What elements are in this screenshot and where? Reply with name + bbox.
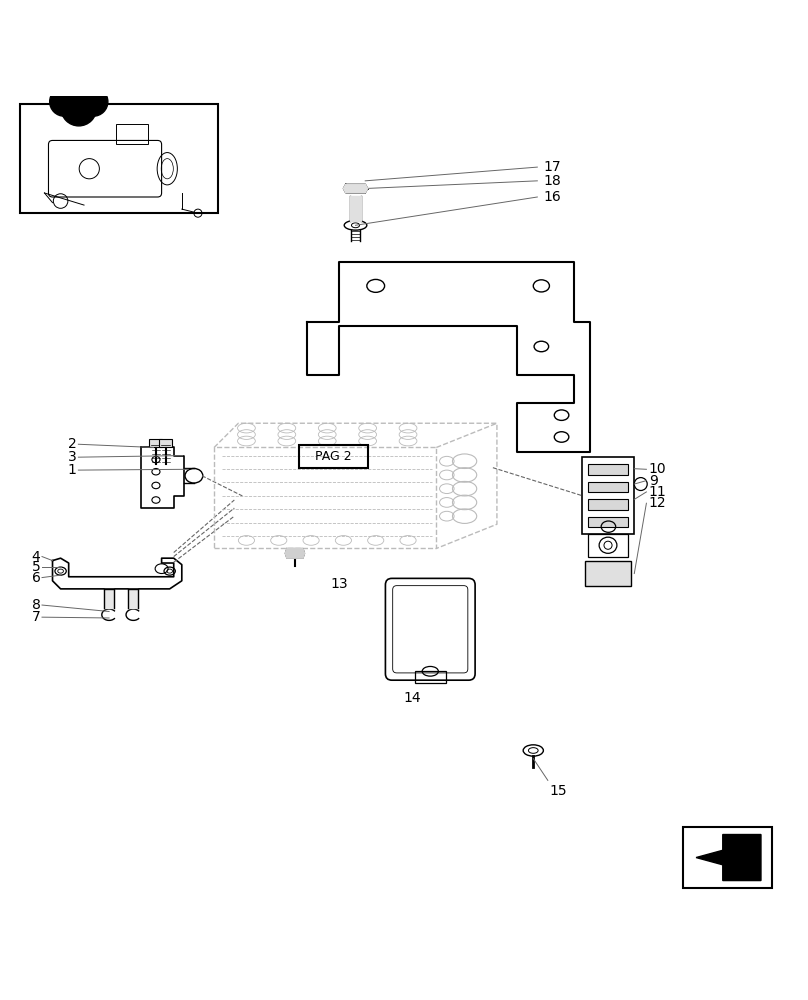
Circle shape bbox=[61, 90, 97, 126]
Circle shape bbox=[66, 46, 90, 70]
Circle shape bbox=[74, 73, 100, 98]
Text: 8: 8 bbox=[32, 598, 40, 612]
Polygon shape bbox=[343, 184, 368, 193]
Text: 15: 15 bbox=[549, 784, 567, 798]
Text: 11: 11 bbox=[649, 485, 667, 499]
Polygon shape bbox=[350, 196, 361, 221]
Polygon shape bbox=[128, 589, 138, 608]
Polygon shape bbox=[285, 548, 305, 558]
Text: 7: 7 bbox=[32, 610, 40, 624]
Text: 4: 4 bbox=[32, 550, 40, 564]
Circle shape bbox=[79, 56, 103, 80]
Text: 2: 2 bbox=[68, 437, 77, 451]
Bar bbox=[20, 104, 218, 213]
Circle shape bbox=[50, 87, 79, 116]
Polygon shape bbox=[696, 835, 761, 881]
Bar bbox=[159, 439, 172, 447]
Bar bbox=[588, 499, 628, 510]
Bar bbox=[588, 464, 628, 475]
Bar bbox=[582, 457, 634, 534]
Bar bbox=[588, 482, 628, 492]
Circle shape bbox=[58, 73, 84, 98]
Text: PAG 2: PAG 2 bbox=[315, 450, 351, 463]
Text: 17: 17 bbox=[544, 160, 562, 174]
Bar bbox=[415, 671, 446, 683]
Text: 5: 5 bbox=[32, 560, 40, 574]
Text: 16: 16 bbox=[544, 190, 562, 204]
Bar bbox=[149, 439, 162, 447]
Text: 10: 10 bbox=[649, 462, 667, 476]
Circle shape bbox=[79, 87, 108, 116]
Circle shape bbox=[55, 56, 79, 80]
Text: 9: 9 bbox=[649, 474, 658, 488]
Text: 12: 12 bbox=[649, 496, 667, 510]
Bar bbox=[585, 561, 631, 586]
Text: 14: 14 bbox=[403, 691, 421, 705]
Circle shape bbox=[65, 61, 94, 90]
Text: 3: 3 bbox=[68, 450, 77, 464]
Text: 13: 13 bbox=[330, 577, 348, 591]
Bar bbox=[588, 517, 628, 527]
Bar bbox=[588, 534, 628, 557]
Bar bbox=[683, 827, 772, 888]
Bar bbox=[116, 124, 148, 144]
Bar bbox=[299, 445, 368, 468]
Text: 1: 1 bbox=[68, 463, 77, 477]
Text: 18: 18 bbox=[544, 174, 562, 188]
Polygon shape bbox=[104, 589, 114, 608]
Text: 6: 6 bbox=[32, 571, 40, 585]
